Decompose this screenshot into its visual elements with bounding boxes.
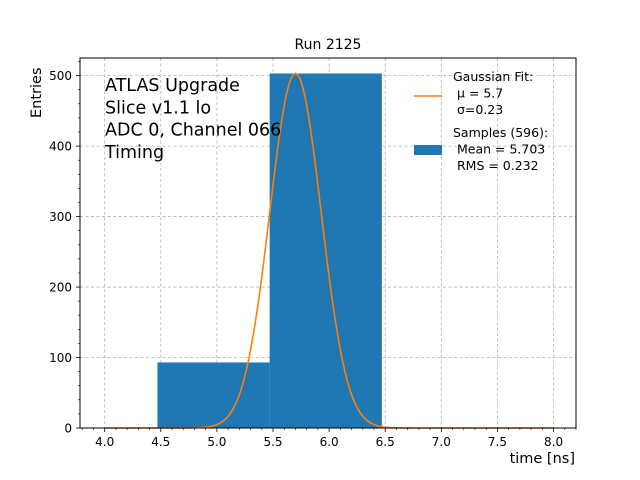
legend-samples-label: Mean = 5.703 [453,142,545,157]
annotation-line: Timing [104,143,164,163]
y-tick-label: 400 [49,140,72,154]
legend-fit-label: Gaussian Fit: [453,69,533,84]
x-tick-label: 5.0 [207,435,226,449]
annotation-line: ATLAS Upgrade [105,76,240,96]
chart-title: Run 2125 [295,37,362,53]
histogram-bar [157,362,270,428]
y-tick-label: 500 [49,69,72,83]
x-tick-label: 8.0 [544,435,563,449]
x-tick-label: 6.5 [376,435,395,449]
x-tick-label: 4.5 [151,435,170,449]
x-tick-label: 7.0 [432,435,451,449]
x-tick-label: 4.0 [95,435,114,449]
y-tick-label: 200 [49,281,72,295]
y-tick-label: 300 [49,210,72,224]
x-axis-label: time [ns] [510,451,575,467]
legend-fit-label: μ = 5.7 [453,86,503,101]
y-tick-label: 0 [64,422,72,436]
legend-fit-label: σ=0.23 [453,102,503,117]
y-axis-label: Entries [29,67,45,118]
y-axis-ticks: 0 100 200 300 400 500 [49,61,80,436]
legend: Gaussian Fit: μ = 5.7 σ=0.23 Samples (596… [414,69,548,173]
legend-samples-label: RMS = 0.232 [453,158,539,173]
legend-samples-swatch [414,145,442,155]
plot-frame [79,57,577,429]
x-tick-label: 5.5 [263,435,282,449]
annotation-line: Slice v1.1 lo [105,98,211,118]
y-tick-label: 100 [49,351,72,365]
x-tick-label: 7.5 [488,435,507,449]
annotation-line: ADC 0, Channel 066 [105,121,281,141]
x-axis-ticks: 4.0 4.5 5.0 5.5 6.0 6.5 7.0 7.5 8.0 [81,428,577,449]
x-tick-label: 6.0 [320,435,339,449]
legend-samples-label: Samples (596): [453,125,548,140]
